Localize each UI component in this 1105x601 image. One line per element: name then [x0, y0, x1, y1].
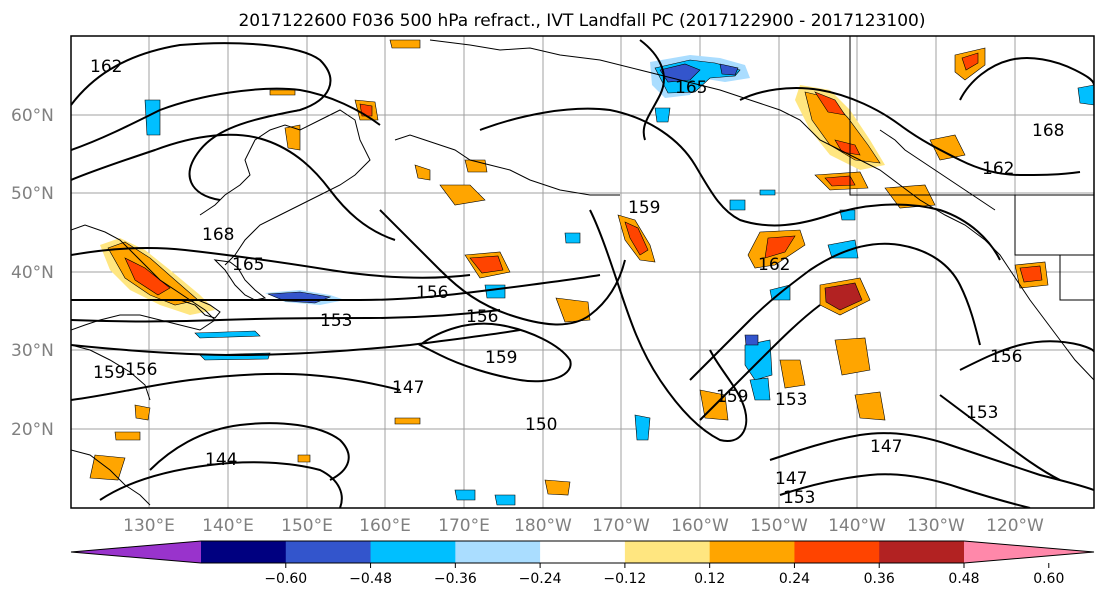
- contour-label: 147: [392, 378, 424, 398]
- colorbar-bin: [285, 541, 372, 563]
- graticule: [71, 36, 1094, 508]
- colorbar-extend-low: [71, 541, 201, 563]
- colorbar-tick-label: −0.48: [349, 571, 392, 587]
- lat-label: 60°N: [11, 106, 54, 126]
- contour-label: 168: [202, 225, 234, 245]
- latitude-labels: 60°N 50°N 40°N 30°N 20°N: [11, 106, 54, 440]
- contour-lines: [71, 39, 1094, 508]
- colorbar-tick-label: 0.60: [1033, 571, 1064, 587]
- lon-label: 160°W: [671, 516, 729, 536]
- colorbar-extend-high: [964, 541, 1094, 563]
- colorbar-bin: [201, 541, 287, 563]
- colorbar-tick-label: 0.12: [694, 571, 725, 587]
- lon-label: 140°W: [828, 516, 886, 536]
- colorbar-outline: [70, 540, 1095, 564]
- colorbar-tick-label: −0.12: [603, 571, 646, 587]
- contour-label: 153: [783, 488, 815, 508]
- contour-label: 156: [416, 283, 448, 303]
- colorbar-bin: [709, 541, 795, 563]
- colorbar-tick-label: −0.24: [519, 571, 562, 587]
- contour-label: 147: [870, 437, 902, 457]
- contour-label-group: 162 165 168 165 156 153 156 159 147 150 …: [90, 57, 1064, 508]
- contour-label: 159: [628, 198, 660, 218]
- lon-label: 170°W: [592, 516, 650, 536]
- colorbar: −0.60 −0.48 −0.36 −0.24 −0.12 0.12 0.24 0.36 0.4…: [70, 540, 1095, 587]
- contour-label: 156: [466, 307, 498, 327]
- colorbar-tick-label: 0.36: [864, 571, 895, 587]
- shaded-field: [89, 39, 1094, 506]
- lat-label: 50°N: [11, 184, 54, 204]
- contour-label: 162: [982, 159, 1014, 179]
- contour-label: 159: [716, 387, 748, 407]
- contour-label: 144: [205, 450, 237, 470]
- contour-label: 150: [525, 415, 557, 435]
- colorbar-tick-label: 0.24: [779, 571, 810, 587]
- contour-label: 162: [90, 57, 122, 77]
- lon-label: 120°W: [986, 516, 1044, 536]
- contour-label: 165: [232, 255, 264, 275]
- lon-label: 170°E: [438, 516, 490, 536]
- contour-label: 156: [125, 360, 157, 380]
- contour-label: 168: [1032, 121, 1064, 141]
- contour-label: 159: [93, 363, 125, 383]
- lat-label: 20°N: [11, 420, 54, 440]
- lat-label: 40°N: [11, 263, 54, 283]
- colorbar-tick-label: −0.36: [434, 571, 477, 587]
- colorbar-tick-label: −0.60: [264, 571, 307, 587]
- contour-label: 147: [775, 469, 807, 489]
- longitude-labels: 130°E 140°E 150°E 160°E 170°E 180°W 170°…: [123, 516, 1044, 536]
- colorbar-bin: [794, 541, 880, 563]
- contour-label: 159: [485, 348, 517, 368]
- map-frame: [70, 35, 1095, 509]
- lon-label: 130°W: [907, 516, 965, 536]
- contour-label: 153: [320, 311, 352, 331]
- lat-label: 30°N: [11, 341, 54, 361]
- contour-label: 162: [758, 255, 790, 275]
- contour-label: 153: [775, 390, 807, 410]
- lon-label: 130°E: [123, 516, 175, 536]
- lon-label: 180°W: [514, 516, 572, 536]
- colorbar-bin: [540, 541, 626, 563]
- colorbar-bin: [455, 541, 541, 563]
- colorbar-bin: [624, 541, 711, 563]
- contour-label: 165: [675, 78, 707, 98]
- lon-label: 150°E: [281, 516, 333, 536]
- lon-label: 150°W: [750, 516, 808, 536]
- contour-label: 153: [966, 403, 998, 423]
- contour-label: 156: [990, 347, 1022, 367]
- lon-label: 140°E: [202, 516, 254, 536]
- lon-label: 160°E: [359, 516, 411, 536]
- figure-title: 2017122600 F036 500 hPa refract., IVT La…: [238, 11, 925, 31]
- colorbar-tick-label: 0.48: [948, 571, 979, 587]
- colorbar-bin: [370, 541, 456, 563]
- colorbar-bin: [879, 541, 965, 563]
